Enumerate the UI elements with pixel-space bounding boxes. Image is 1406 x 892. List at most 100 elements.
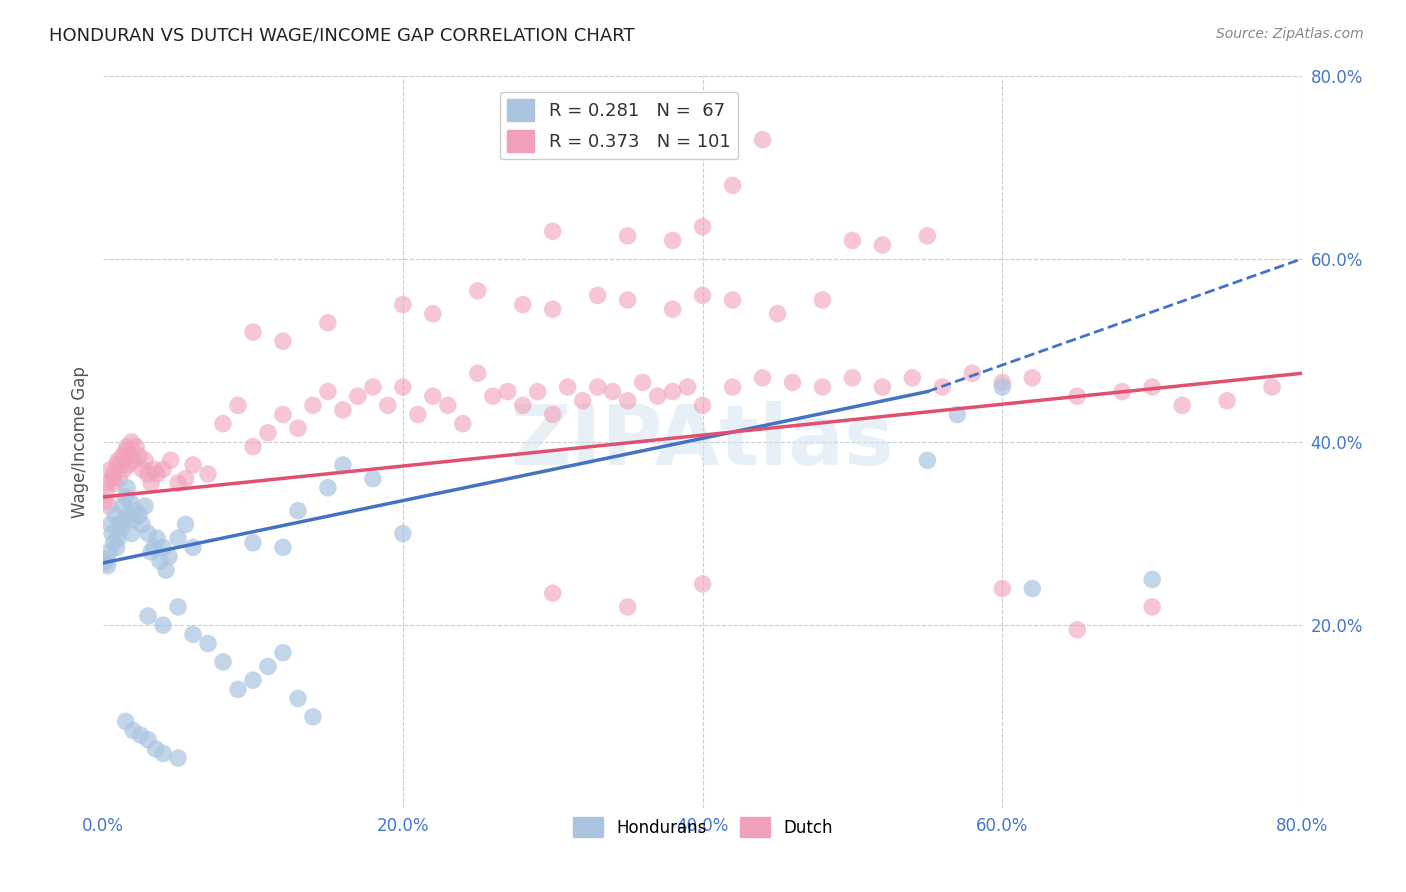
Point xyxy=(125,440,148,454)
Point xyxy=(526,384,548,399)
Point xyxy=(661,302,683,317)
Point xyxy=(841,234,863,248)
Point xyxy=(271,541,294,555)
Point xyxy=(257,425,280,440)
Point xyxy=(302,398,325,412)
Point xyxy=(114,490,136,504)
Point xyxy=(143,462,166,476)
Point xyxy=(811,380,834,394)
Point xyxy=(692,288,714,302)
Point xyxy=(602,384,624,399)
Point xyxy=(98,499,121,513)
Point xyxy=(155,563,177,577)
Point xyxy=(661,234,683,248)
Point xyxy=(811,293,834,307)
Point xyxy=(121,434,143,449)
Point xyxy=(512,297,534,311)
Point xyxy=(991,582,1014,596)
Point xyxy=(271,646,294,660)
Point xyxy=(1021,582,1043,596)
Point xyxy=(931,380,953,394)
Point xyxy=(167,599,190,614)
Text: Source: ZipAtlas.com: Source: ZipAtlas.com xyxy=(1216,27,1364,41)
Point xyxy=(557,380,579,394)
Point xyxy=(107,453,129,467)
Point xyxy=(1261,380,1284,394)
Point xyxy=(1066,389,1088,403)
Point xyxy=(101,472,124,486)
Point xyxy=(271,408,294,422)
Point xyxy=(152,618,174,632)
Point xyxy=(94,485,117,500)
Point xyxy=(872,380,894,394)
Point xyxy=(107,531,129,545)
Point xyxy=(631,376,654,390)
Point xyxy=(242,325,264,339)
Point xyxy=(167,751,190,765)
Point xyxy=(1171,398,1194,412)
Point xyxy=(167,476,190,491)
Point xyxy=(181,458,204,472)
Point xyxy=(721,380,744,394)
Point xyxy=(167,531,190,545)
Point xyxy=(122,513,145,527)
Point xyxy=(136,526,159,541)
Point xyxy=(316,481,339,495)
Point xyxy=(692,398,714,412)
Point xyxy=(94,552,117,566)
Point xyxy=(692,219,714,234)
Point xyxy=(121,526,143,541)
Point xyxy=(586,380,609,394)
Point xyxy=(143,541,166,555)
Point xyxy=(541,408,564,422)
Point xyxy=(616,393,638,408)
Point xyxy=(114,714,136,729)
Point xyxy=(512,398,534,412)
Point xyxy=(361,472,384,486)
Point xyxy=(962,366,984,380)
Point xyxy=(242,673,264,688)
Point xyxy=(97,558,120,573)
Point xyxy=(105,541,128,555)
Point xyxy=(287,691,309,706)
Point xyxy=(467,284,489,298)
Point xyxy=(541,302,564,317)
Point xyxy=(661,384,683,399)
Point xyxy=(136,467,159,481)
Point xyxy=(451,417,474,431)
Point xyxy=(146,531,169,545)
Point xyxy=(174,472,197,486)
Point xyxy=(110,458,132,472)
Point xyxy=(422,389,444,403)
Point xyxy=(100,462,122,476)
Point xyxy=(122,723,145,738)
Point xyxy=(437,398,460,412)
Point xyxy=(242,440,264,454)
Point xyxy=(104,508,127,523)
Point xyxy=(647,389,669,403)
Point xyxy=(361,380,384,394)
Point xyxy=(101,526,124,541)
Point xyxy=(197,467,219,481)
Point xyxy=(287,421,309,435)
Point xyxy=(917,453,939,467)
Point xyxy=(751,133,773,147)
Point xyxy=(149,554,172,568)
Point xyxy=(152,462,174,476)
Point xyxy=(103,535,125,549)
Point xyxy=(159,453,181,467)
Point xyxy=(157,549,180,564)
Point xyxy=(392,297,415,311)
Point xyxy=(721,293,744,307)
Point xyxy=(120,494,142,508)
Point xyxy=(422,307,444,321)
Point xyxy=(917,228,939,243)
Point xyxy=(991,376,1014,390)
Point xyxy=(103,467,125,481)
Point xyxy=(136,609,159,624)
Point xyxy=(316,316,339,330)
Point xyxy=(115,481,138,495)
Point xyxy=(332,458,354,472)
Point xyxy=(1066,623,1088,637)
Point xyxy=(131,462,153,476)
